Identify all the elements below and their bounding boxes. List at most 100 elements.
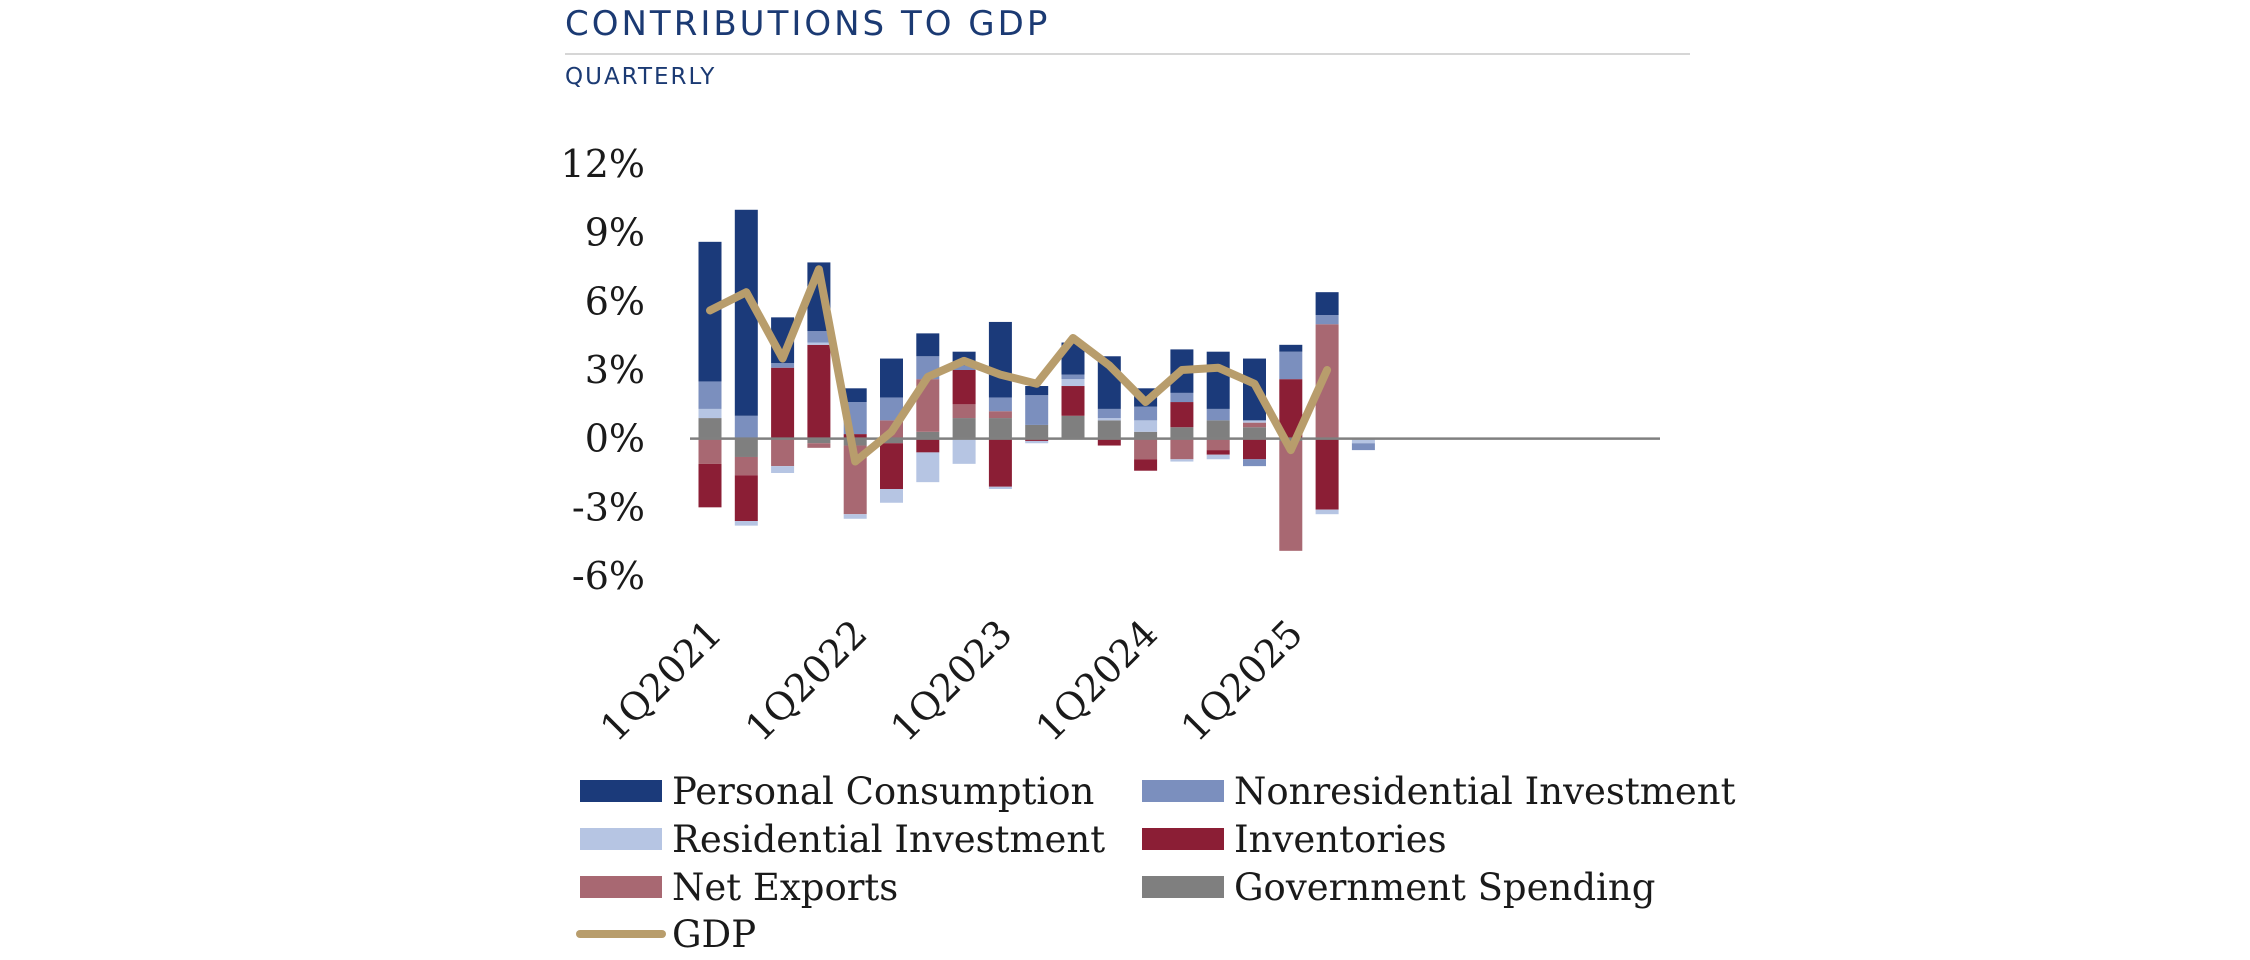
bar-nonresidential-investment-1q2023	[988, 397, 1012, 412]
bar-nonresidential-investment-4q2024	[1243, 459, 1266, 467]
bar-inventories-3q2022	[916, 438, 940, 453]
bar-residential-investment-3q2021	[771, 466, 795, 473]
bar-personal-consumption-3q2022	[916, 333, 940, 357]
bar-nonresidential-investment-3q2023	[1061, 374, 1085, 380]
legend-label-gdp: GDP	[672, 913, 756, 956]
legend-swatch-personal-consumption	[580, 780, 662, 802]
bar-net-exports-2q2025	[1315, 324, 1339, 439]
bar-nonresidential-investment-2q2022	[880, 397, 903, 421]
bar-government-spending-4q2024	[1243, 427, 1266, 439]
legend-label-personal-consumption: Personal Consumption	[672, 770, 1094, 813]
bar-nonresidential-investment-2q2025	[1315, 315, 1339, 325]
bar-inventories-4q2024	[1243, 438, 1266, 460]
bar-nonresidential-investment-2q2024	[1170, 392, 1194, 403]
bar-residential-investment-3q2022	[916, 452, 940, 483]
legend-swatch-net-exports	[580, 876, 662, 898]
bar-nonresidential-investment-2q2023	[1025, 395, 1049, 425]
x-tick-label: 1Q2024	[1027, 611, 1166, 750]
bar-government-spending-2q2024	[1170, 427, 1194, 439]
bar-net-exports-1q2022	[843, 445, 867, 515]
bar-residential-investment-1q2024	[1134, 420, 1158, 432]
bar-net-exports-4q2021	[807, 443, 831, 448]
bar-residential-investment-2q2025	[1315, 509, 1339, 515]
bar-inventories-4q2021	[807, 344, 831, 439]
legend-label-government-spending: Government Spending	[1234, 866, 1655, 909]
bar-net-exports-1q2025	[1279, 440, 1303, 551]
bar-residential-investment-1q2022	[843, 514, 867, 519]
bar-personal-consumption-2q2025	[1315, 292, 1339, 316]
legend-label-residential-investment: Residential Investment	[672, 818, 1105, 861]
legend: Personal Consumption Nonresidential Inves…	[576, 770, 1736, 956]
bar-nonresidential-investment-3q2025	[1351, 443, 1375, 451]
x-tick-label: 1Q2025	[1173, 611, 1312, 750]
bar-net-exports-4q2022	[952, 404, 976, 419]
bar-inventories-1q2022	[843, 434, 867, 439]
bar-nonresidential-investment-1q2025	[1279, 351, 1303, 380]
y-tick-label: -3%	[572, 485, 645, 529]
bar-inventories-3q2023	[1061, 386, 1085, 416]
bar-government-spending-3q2022	[916, 431, 940, 439]
bar-residential-investment-3q2023	[1061, 379, 1085, 387]
bar-net-exports-3q2024	[1206, 438, 1230, 451]
bar-personal-consumption-2q2023	[1025, 386, 1049, 396]
legend-label-nonresidential-investment: Nonresidential Investment	[1234, 770, 1736, 813]
chart-subtitle: QUARTERLY	[565, 64, 716, 90]
bar-government-spending-1q2024	[1134, 431, 1158, 439]
bar-net-exports-4q2024	[1243, 422, 1266, 428]
bar-government-spending-4q2021	[807, 438, 831, 444]
bar-inventories-3q2021	[771, 367, 795, 439]
bar-government-spending-2q2022	[880, 438, 903, 444]
bar-residential-investment-2q2021	[734, 521, 758, 526]
x-tick-label: 1Q2022	[737, 611, 876, 750]
legend-swatch-inventories	[1142, 828, 1224, 850]
bar-nonresidential-investment-3q2021	[771, 363, 795, 368]
bar-nonresidential-investment-1q2021	[698, 381, 722, 409]
x-tick-label: 1Q2023	[882, 611, 1021, 750]
legend-swatch-nonresidential-investment	[1142, 780, 1224, 802]
legend-swatch-government-spending	[1142, 876, 1224, 898]
bar-net-exports-2q2024	[1170, 438, 1194, 460]
bar-nonresidential-investment-4q2023	[1097, 408, 1121, 419]
bar-personal-consumption-3q2024	[1206, 351, 1230, 409]
bar-inventories-1q2025	[1279, 379, 1303, 439]
bar-net-exports-3q2021	[771, 438, 795, 467]
gdp-line-layer	[706, 265, 1332, 466]
bar-residential-investment-1q2023	[988, 486, 1012, 490]
legend-label-net-exports: Net Exports	[672, 866, 898, 909]
y-tick-label: 6%	[585, 279, 645, 323]
bar-inventories-1q2024	[1134, 459, 1158, 471]
bar-inventories-2q2021	[734, 475, 758, 522]
bar-government-spending-4q2022	[952, 418, 976, 439]
bar-residential-investment-4q2023	[1097, 418, 1121, 421]
bar-government-spending-3q2024	[1206, 420, 1230, 439]
bar-inventories-2q2024	[1170, 402, 1194, 428]
bar-nonresidential-investment-1q2024	[1134, 406, 1158, 421]
bar-net-exports-1q2021	[698, 438, 722, 464]
y-tick-label: 0%	[585, 417, 645, 461]
bar-residential-investment-1q2021	[698, 408, 722, 419]
bar-government-spending-2q2023	[1025, 424, 1049, 439]
bar-inventories-4q2022	[952, 370, 976, 405]
bar-residential-investment-4q2024	[1243, 420, 1266, 423]
bar-residential-investment-3q2024	[1206, 454, 1230, 460]
x-tick-label: 1Q2021	[592, 611, 731, 750]
bar-residential-investment-4q2022	[952, 438, 976, 464]
y-tick-label: 3%	[585, 348, 645, 392]
bar-residential-investment-4q2021	[807, 342, 831, 345]
y-tick-label: 12%	[561, 142, 645, 186]
y-tick-label: 9%	[585, 211, 645, 255]
bar-residential-investment-2q2023	[1025, 440, 1049, 444]
bar-government-spending-4q2023	[1097, 420, 1121, 439]
bar-inventories-3q2024	[1206, 450, 1230, 455]
stacked-bars	[698, 209, 1375, 551]
bar-nonresidential-investment-4q2022	[952, 365, 976, 370]
legend-label-inventories: Inventories	[1234, 818, 1447, 861]
y-axis: 12% 9% 6% 3% 0% -3% -6%	[561, 142, 645, 598]
bar-nonresidential-investment-2q2021	[734, 415, 758, 439]
bar-personal-consumption-2q2021	[734, 209, 758, 416]
bar-net-exports-2q2021	[734, 456, 758, 476]
bar-inventories-4q2023	[1097, 438, 1121, 446]
bar-inventories-2q2022	[880, 443, 903, 490]
y-tick-label: -6%	[572, 554, 645, 598]
